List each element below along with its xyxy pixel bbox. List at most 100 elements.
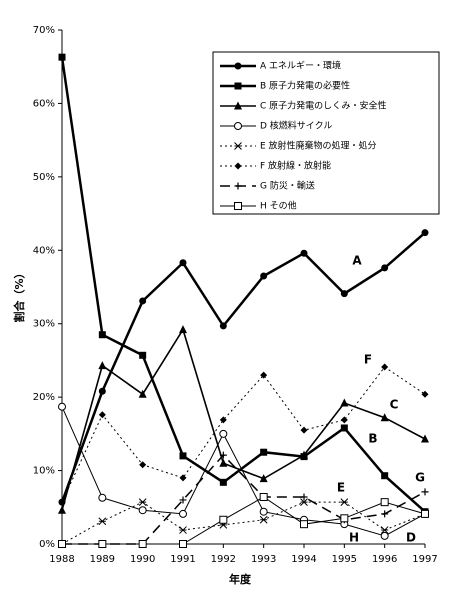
data-point (381, 472, 389, 480)
data-point (259, 515, 268, 524)
annotation: G (415, 471, 425, 485)
data-point (219, 515, 228, 524)
data-point (259, 474, 268, 483)
y-tick-label: 60% (33, 98, 55, 109)
annotation: B (368, 432, 377, 446)
data-point (340, 290, 348, 298)
data-point (179, 325, 187, 334)
data-point (179, 540, 187, 548)
data-point (98, 387, 106, 395)
annotation: D (406, 531, 416, 545)
x-tick-label: 1991 (170, 554, 195, 565)
data-point (381, 264, 389, 272)
y-tick-label: 50% (33, 172, 55, 183)
data-point (98, 493, 107, 502)
legend-label: A エネルギー・環境 (260, 60, 341, 72)
data-point (259, 507, 268, 516)
data-point (340, 416, 348, 424)
legend-marker (234, 122, 242, 130)
data-point (380, 531, 389, 540)
legend-box (212, 51, 440, 215)
data-point (421, 488, 429, 496)
data-point (300, 249, 308, 257)
data-point (179, 526, 187, 534)
data-point (219, 478, 227, 486)
legend-marker (234, 202, 242, 210)
annotation: E (337, 481, 345, 495)
data-point (138, 389, 147, 398)
data-point (421, 390, 429, 398)
x-tick-label: 1997 (412, 554, 437, 565)
series-line (61, 406, 426, 537)
series-line (61, 366, 426, 503)
data-point (138, 540, 147, 548)
series-line (62, 496, 426, 545)
legend-marker (234, 182, 242, 190)
data-point (300, 450, 308, 459)
series-line (62, 454, 426, 545)
data-point (260, 448, 268, 456)
data-point (98, 517, 107, 526)
x-tick-label: 1996 (372, 554, 397, 565)
data-point (381, 363, 389, 371)
data-point (340, 398, 349, 407)
data-point (179, 452, 187, 460)
data-point (179, 474, 187, 482)
x-tick-label: 1993 (251, 554, 276, 565)
data-point (139, 351, 147, 359)
annotation: C (390, 398, 399, 412)
x-tick-label: 1995 (332, 554, 357, 565)
data-point (179, 496, 187, 504)
data-point (139, 297, 147, 305)
data-point (58, 498, 66, 506)
x-tick-label: 1990 (130, 554, 155, 565)
data-point (58, 540, 66, 548)
data-point (300, 498, 308, 506)
data-point (98, 361, 107, 370)
legend-label: E 放射性廃棄物の処理・処分 (260, 140, 377, 152)
data-point (381, 510, 389, 518)
data-point (179, 509, 187, 518)
legend-marker (234, 162, 242, 170)
legend-marker (234, 142, 242, 150)
data-point (300, 426, 308, 434)
data-point (340, 424, 348, 432)
legend-label: B 原子力発電の必要性 (260, 80, 350, 92)
data-point (98, 331, 106, 339)
data-point (380, 526, 389, 534)
x-tick-label: 1988 (49, 554, 74, 565)
x-tick-label: 1992 (211, 554, 236, 565)
series-line (61, 327, 426, 511)
y-tick-label: 0% (39, 539, 55, 550)
data-point (380, 498, 389, 507)
data-point (58, 402, 66, 411)
data-point (421, 229, 429, 237)
data-point (340, 498, 349, 506)
y-tick-label: 20% (33, 392, 55, 403)
data-point (300, 493, 308, 501)
data-point (421, 509, 429, 518)
data-point (98, 540, 107, 548)
legend-marker (234, 62, 242, 70)
x-tick-label: 1994 (291, 554, 316, 565)
annotation: H (349, 531, 359, 545)
data-point (138, 498, 147, 506)
data-point (260, 371, 268, 379)
data-point (219, 458, 228, 467)
data-point (139, 461, 147, 469)
x-axis-label: 年度 (229, 572, 252, 586)
y-tick-label: 40% (33, 245, 55, 256)
data-point (380, 413, 389, 422)
annotation: F (364, 353, 372, 367)
y-tick-label: 30% (33, 319, 55, 330)
data-point (260, 272, 268, 280)
data-point (98, 411, 106, 419)
data-point (58, 53, 66, 61)
annotation: A (352, 254, 362, 268)
data-point (219, 429, 228, 438)
legend-label: C 原子力発電のしくみ・安全性 (260, 100, 387, 112)
y-tick-label: 70% (33, 25, 55, 36)
y-tick-label: 10% (33, 466, 55, 477)
data-point (340, 514, 349, 523)
